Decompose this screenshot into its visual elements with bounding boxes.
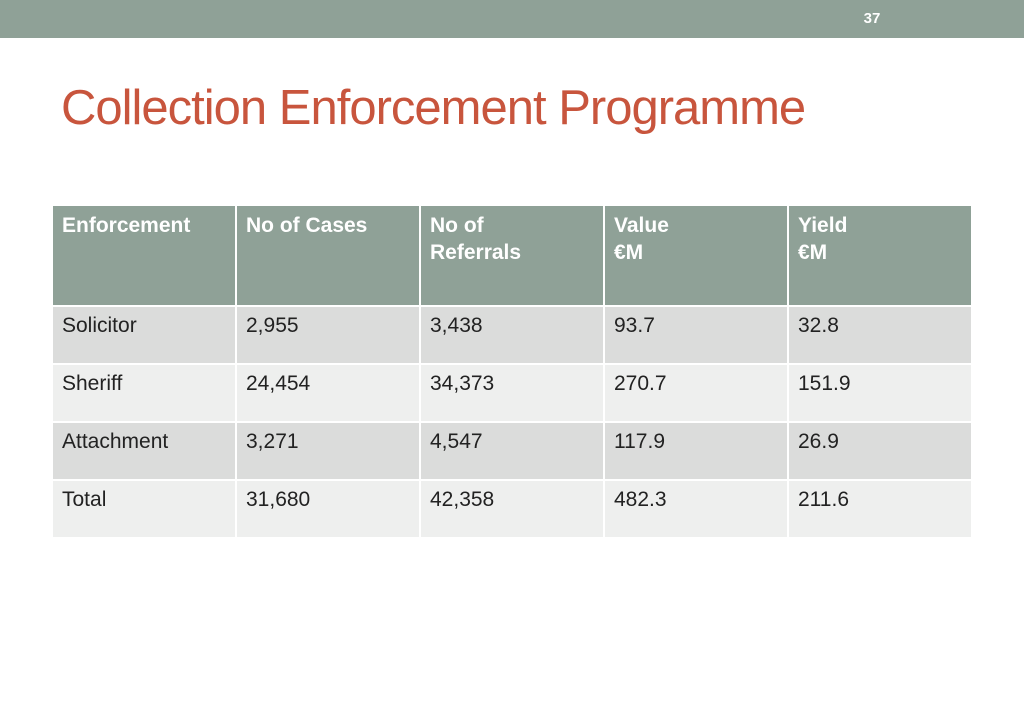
table-cell: 3,271 — [235, 421, 421, 481]
table-cell: 3,438 — [419, 305, 605, 365]
table-cell: Sheriff — [51, 363, 237, 423]
table-cell: 151.9 — [787, 363, 973, 423]
table-cell: 4,547 — [419, 421, 605, 481]
table-cell: 117.9 — [603, 421, 789, 481]
table-cell: 32.8 — [787, 305, 973, 365]
header-enforcement: Enforcement — [51, 204, 237, 307]
table-cell: 270.7 — [603, 363, 789, 423]
header-no-of-referrals: No of Referrals — [419, 204, 605, 307]
table-cell: 34,373 — [419, 363, 605, 423]
table-cell: 211.6 — [787, 479, 973, 539]
table-header-row: Enforcement No of Cases No of Referrals … — [51, 204, 973, 307]
header-yield: Yield €M — [787, 204, 973, 307]
table-row: Sheriff 24,454 34,373 270.7 151.9 — [51, 363, 973, 423]
table-cell: 26.9 — [787, 421, 973, 481]
header-no-of-cases: No of Cases — [235, 204, 421, 307]
table-row: Solicitor 2,955 3,438 93.7 32.8 — [51, 305, 973, 365]
table-cell: 93.7 — [603, 305, 789, 365]
slide-title: Collection Enforcement Programme — [61, 81, 806, 135]
table-row: Attachment 3,271 4,547 117.9 26.9 — [51, 421, 973, 481]
enforcement-table: Enforcement No of Cases No of Referrals … — [51, 204, 973, 539]
top-accent-bar: 37 — [0, 0, 1024, 38]
table-cell: Total — [51, 479, 237, 539]
table-cell: 31,680 — [235, 479, 421, 539]
table-cell: 42,358 — [419, 479, 605, 539]
table-cell: 2,955 — [235, 305, 421, 365]
slide-number: 37 — [863, 10, 881, 27]
table-cell: 482.3 — [603, 479, 789, 539]
table-row-total: Total 31,680 42,358 482.3 211.6 — [51, 479, 973, 539]
header-value: Value €M — [603, 204, 789, 307]
table-cell: 24,454 — [235, 363, 421, 423]
table-cell: Solicitor — [51, 305, 237, 365]
table-cell: Attachment — [51, 421, 237, 481]
